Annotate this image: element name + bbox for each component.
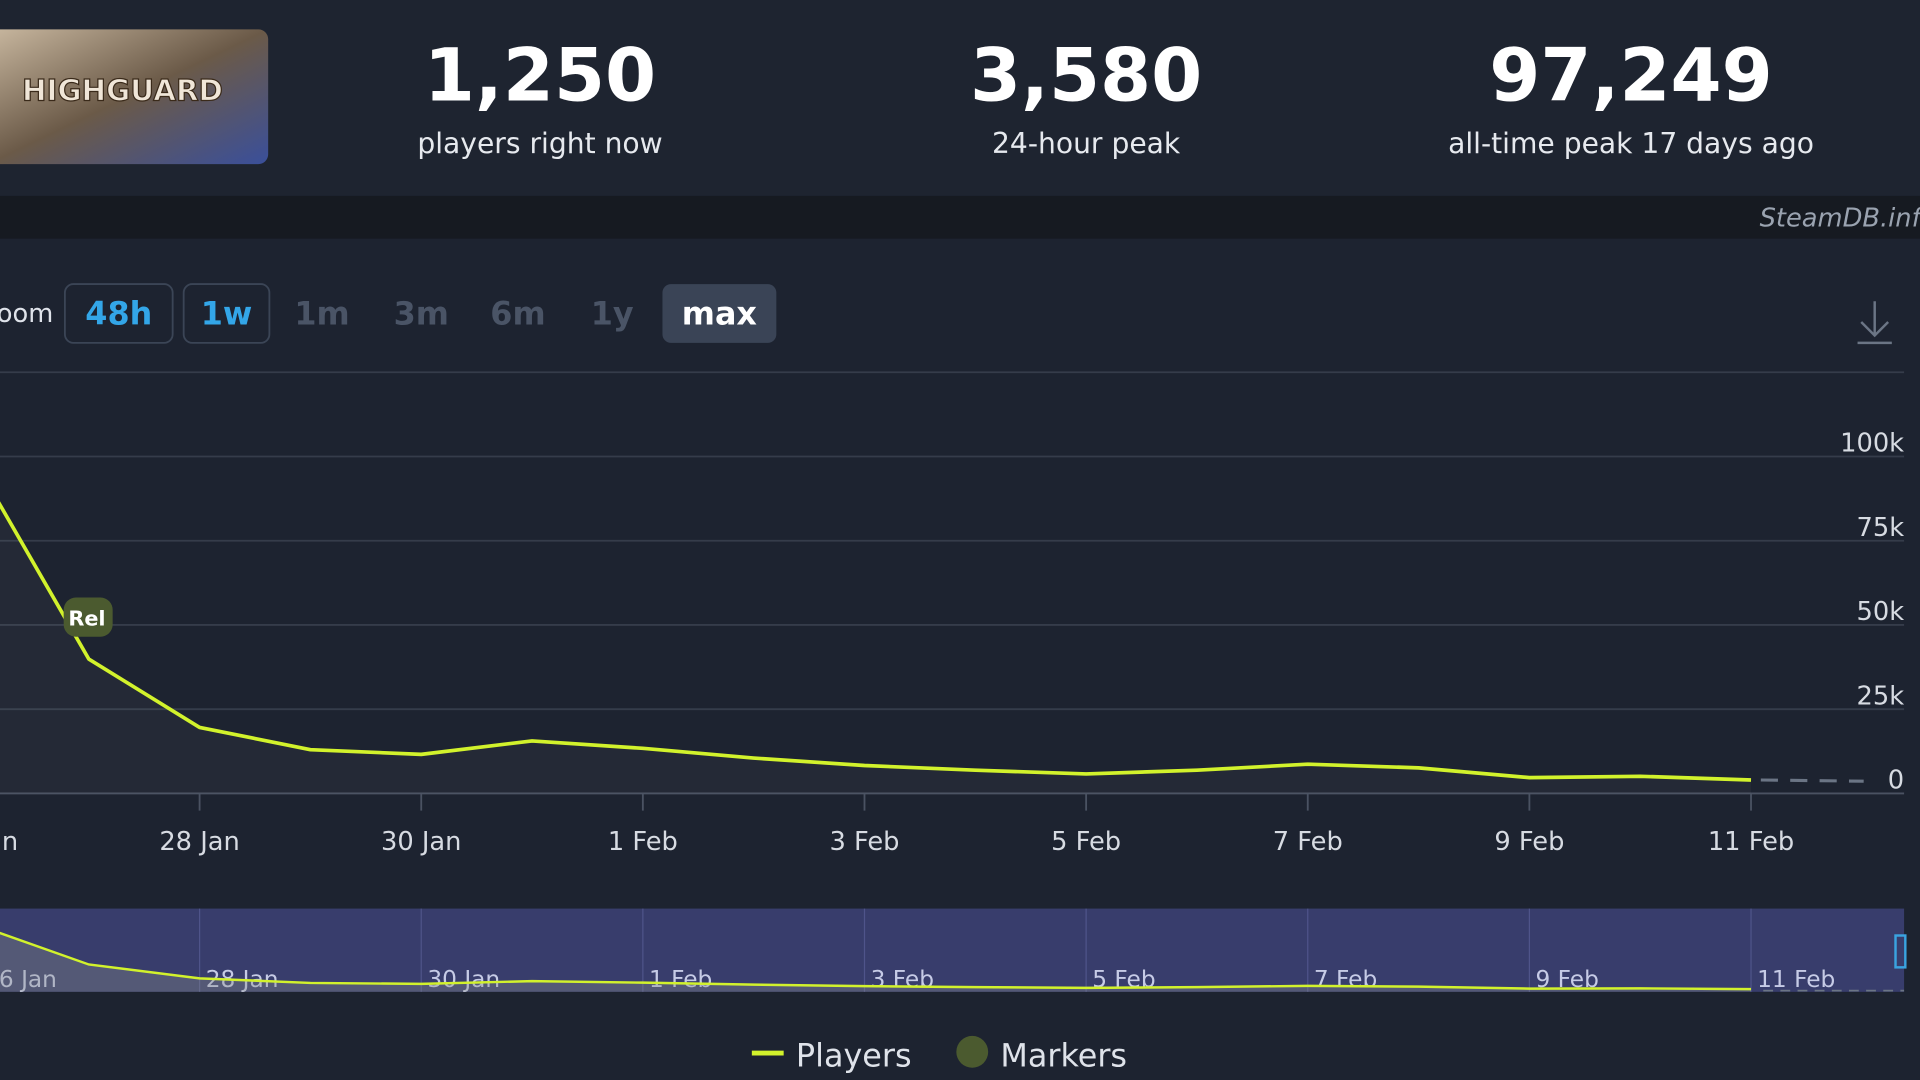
thumbnail-text: HIGHGUARD bbox=[22, 73, 223, 107]
zoom-button[interactable]: 1w bbox=[201, 294, 253, 332]
game-thumbnail bbox=[0, 29, 269, 165]
players-line bbox=[0, 501, 1752, 782]
navigator-label: 3 Feb bbox=[871, 966, 934, 993]
navigator-label: 26 Jan bbox=[0, 966, 57, 993]
marker-badge bbox=[63, 597, 113, 637]
stat-label: all-time peak 17 days ago bbox=[1448, 127, 1814, 160]
y-tick-label: 100k bbox=[1840, 429, 1904, 459]
x-tick-label: 1 Feb bbox=[608, 827, 678, 857]
navigator-line bbox=[0, 931, 1752, 991]
zoom-button[interactable]: 1m bbox=[294, 294, 349, 332]
download-arrow bbox=[1857, 301, 1892, 345]
x-tick-label: 30 Jan bbox=[381, 827, 462, 857]
x-tick-label: 11 Feb bbox=[1708, 827, 1794, 857]
header-bg bbox=[0, 0, 1920, 196]
download-icon[interactable] bbox=[1857, 301, 1892, 345]
zoom-button-bg[interactable] bbox=[63, 283, 174, 344]
zoom-buttons: 48h 1w 1m 3m 6m 1y max bbox=[63, 283, 777, 344]
plot: 0 25k 50k 75k 100k 26 Jan 28 Jan 30 Jan 1 Feb 3 F… bbox=[0, 429, 1904, 857]
series-group bbox=[0, 501, 1752, 782]
navigator-label: 7 Feb bbox=[1314, 966, 1377, 993]
legend-label[interactable]: Markers bbox=[1000, 1037, 1127, 1075]
legend-swatch[interactable] bbox=[956, 1035, 989, 1068]
navigator-label: 1 Feb bbox=[649, 966, 712, 993]
watermark-strip bbox=[0, 195, 1920, 239]
x-tick-label: 28 Jan bbox=[159, 827, 240, 857]
navigator-bg bbox=[0, 908, 1905, 992]
stat-value: 97,249 bbox=[1489, 33, 1772, 118]
zoom-button[interactable]: 3m bbox=[394, 294, 449, 332]
zoom-label: Zoom bbox=[0, 299, 53, 329]
y-tick-label: 0 bbox=[1888, 766, 1904, 796]
watermark: SteamDB.info bbox=[1760, 204, 1920, 234]
stat-label: 24-hour peak bbox=[992, 127, 1181, 160]
zoom-button[interactable]: 1y bbox=[591, 294, 634, 332]
y-tick-label: 25k bbox=[1856, 681, 1904, 711]
release-marker: Rel bbox=[63, 597, 113, 637]
navigator-series bbox=[0, 931, 1752, 992]
stat-label: players right now bbox=[417, 127, 662, 160]
zoom-button[interactable]: max bbox=[682, 294, 758, 332]
x-tick-label: 3 Feb bbox=[829, 827, 899, 857]
navigator-area bbox=[0, 933, 1752, 992]
zoom-button-bg[interactable] bbox=[182, 283, 271, 344]
stat-value: 3,580 bbox=[970, 33, 1202, 118]
navigator-label: 30 Jan bbox=[427, 966, 500, 993]
navigator-handle[interactable] bbox=[1894, 934, 1907, 969]
y-tick-label: 75k bbox=[1856, 513, 1904, 543]
x-tick-label: 7 Feb bbox=[1273, 827, 1343, 857]
legend: Players Markers bbox=[751, 1035, 1127, 1075]
zoom-button[interactable]: 48h bbox=[85, 294, 152, 332]
stat-value: 1,250 bbox=[424, 33, 656, 118]
x-tick-label: 26 Jan bbox=[0, 827, 18, 857]
zoom-button[interactable]: 6m bbox=[490, 294, 545, 332]
navigator-label: 11 Feb bbox=[1757, 966, 1835, 993]
legend-label[interactable]: Players bbox=[796, 1037, 912, 1075]
marker-label: Rel bbox=[68, 607, 105, 631]
x-tick-label: 5 Feb bbox=[1051, 827, 1121, 857]
zoom-button-bg[interactable] bbox=[662, 284, 777, 343]
x-tick-label: 9 Feb bbox=[1494, 827, 1564, 857]
y-tick-label: 50k bbox=[1856, 597, 1904, 627]
